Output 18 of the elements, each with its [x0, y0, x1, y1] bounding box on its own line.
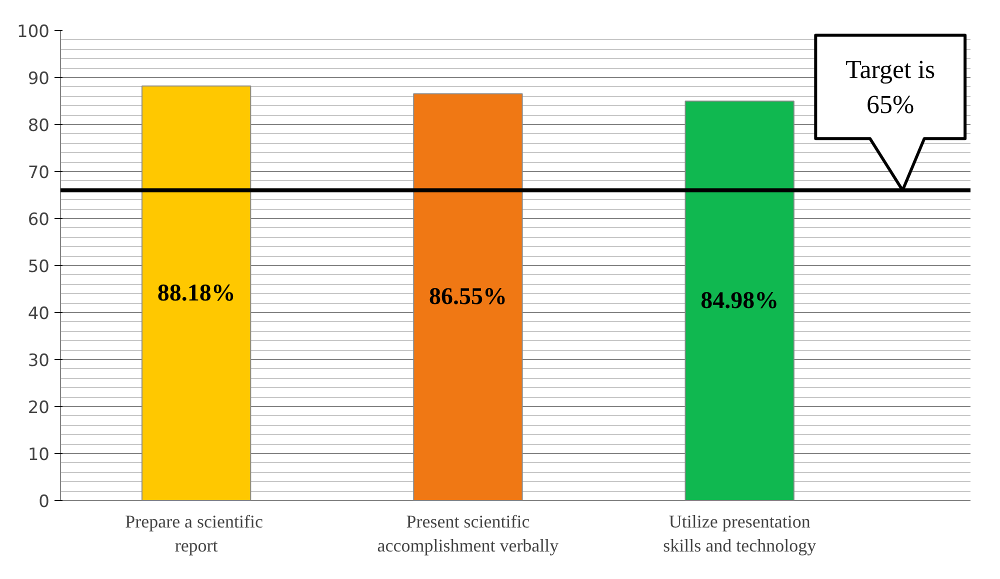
y-tick-label: 100 — [17, 22, 50, 42]
y-tick-label: 10 — [28, 445, 50, 465]
y-tick-label: 0 — [38, 492, 50, 512]
data-label: 88.18% — [157, 280, 236, 306]
y-tick-label: 50 — [28, 257, 50, 277]
y-tick-label: 80 — [28, 116, 50, 136]
y-tick-label: 40 — [28, 304, 50, 324]
x-tick-label: Present scientific accomplishment verbally — [377, 512, 559, 556]
annotation: Target is 65% — [846, 55, 936, 119]
data-label: 86.55% — [428, 284, 507, 310]
y-tick-label: 30 — [28, 351, 50, 371]
y-tick-label: 70 — [28, 163, 50, 183]
y-tick-label: 60 — [28, 210, 50, 230]
y-tick-label: 90 — [28, 69, 50, 89]
y-tick-label: 20 — [28, 398, 50, 418]
x-tick-label: Utilize presentation skills and technology — [663, 512, 816, 556]
data-label: 84.98% — [700, 288, 779, 314]
x-tick-label: Prepare a scientific report — [125, 512, 264, 556]
